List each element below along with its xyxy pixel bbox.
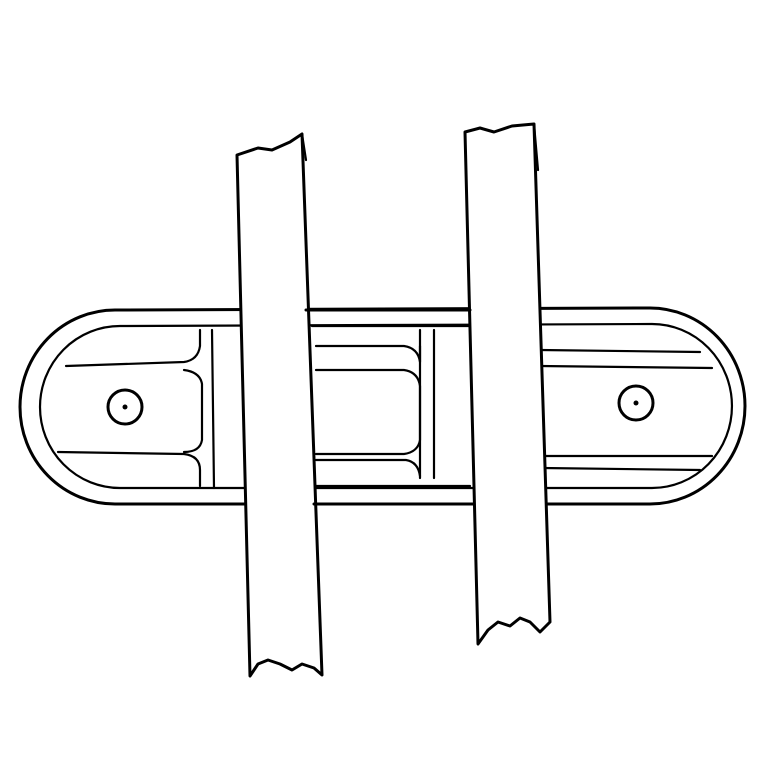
middle-panel-box bbox=[314, 368, 422, 456]
middle-panel-upper bbox=[314, 344, 422, 364]
left-panel-rib-top bbox=[210, 328, 216, 490]
left-bolt-hole bbox=[106, 388, 144, 426]
left-post bbox=[235, 132, 324, 678]
right-bolt-ring bbox=[617, 384, 655, 422]
bracket-inner-rim bbox=[38, 322, 734, 490]
left-bolt-center bbox=[122, 404, 128, 410]
left-inner-panel bbox=[64, 328, 202, 368]
right-post-body bbox=[463, 122, 552, 646]
left-panel-bottom bbox=[56, 450, 202, 488]
right-panel-mid bbox=[538, 364, 714, 370]
right-bolt-hole bbox=[617, 384, 655, 422]
left-panel-rib-inner bbox=[182, 368, 204, 454]
bracket-outer-rim bbox=[18, 306, 747, 506]
bracket-bands-between-posts bbox=[304, 308, 476, 506]
middle-panel-lower bbox=[314, 458, 422, 478]
left-post-body bbox=[235, 132, 324, 678]
left-post-edge bbox=[300, 132, 308, 162]
oval-bracket bbox=[18, 306, 747, 506]
right-inner-panel bbox=[538, 348, 702, 354]
right-post bbox=[463, 122, 552, 646]
right-bolt-center bbox=[633, 400, 639, 406]
right-post-edge bbox=[532, 122, 540, 172]
left-bolt-ring bbox=[106, 388, 144, 426]
right-panel-bottom bbox=[540, 466, 702, 472]
